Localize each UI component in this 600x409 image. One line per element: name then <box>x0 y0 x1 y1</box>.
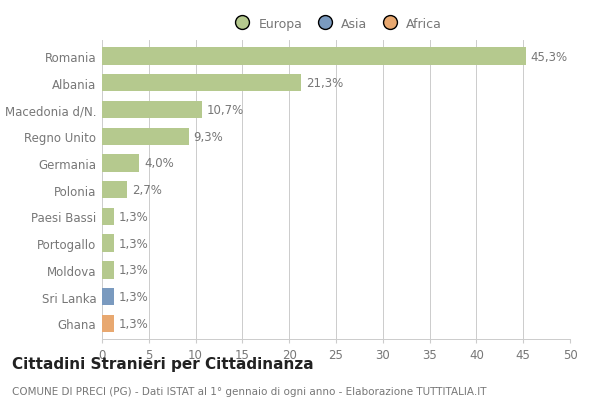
Text: 21,3%: 21,3% <box>306 77 343 90</box>
Text: 1,3%: 1,3% <box>119 290 149 303</box>
Bar <box>102 75 301 92</box>
Text: COMUNE DI PRECI (PG) - Dati ISTAT al 1° gennaio di ogni anno - Elaborazione TUTT: COMUNE DI PRECI (PG) - Dati ISTAT al 1° … <box>12 387 487 396</box>
Bar <box>102 101 202 119</box>
Text: 45,3%: 45,3% <box>530 50 568 63</box>
Text: 1,3%: 1,3% <box>119 317 149 330</box>
Text: 9,3%: 9,3% <box>194 130 223 143</box>
Text: Cittadini Stranieri per Cittadinanza: Cittadini Stranieri per Cittadinanza <box>12 356 314 371</box>
Text: 4,0%: 4,0% <box>144 157 174 170</box>
Legend: Europa, Asia, Africa: Europa, Asia, Africa <box>225 13 447 36</box>
Bar <box>102 48 526 65</box>
Bar <box>102 288 114 306</box>
Text: 1,3%: 1,3% <box>119 210 149 223</box>
Text: 1,3%: 1,3% <box>119 237 149 250</box>
Text: 1,3%: 1,3% <box>119 264 149 276</box>
Bar <box>102 261 114 279</box>
Text: 10,7%: 10,7% <box>207 104 244 117</box>
Bar <box>102 128 189 146</box>
Text: 2,7%: 2,7% <box>132 184 162 197</box>
Bar <box>102 155 139 172</box>
Bar <box>102 315 114 332</box>
Bar <box>102 235 114 252</box>
Bar <box>102 208 114 225</box>
Bar <box>102 182 127 199</box>
